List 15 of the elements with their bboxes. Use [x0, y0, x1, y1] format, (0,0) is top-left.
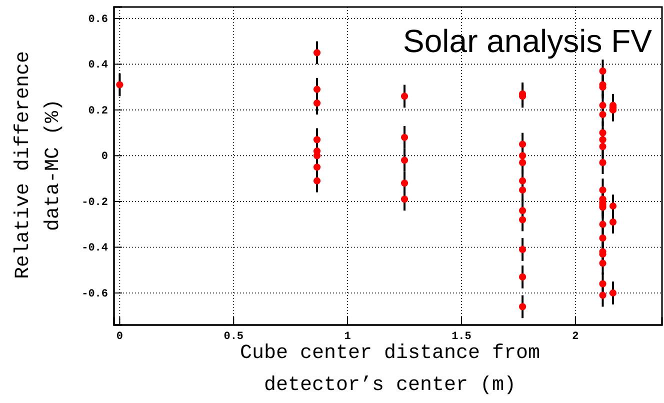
y-tick-label: 0.2 — [88, 105, 108, 118]
y-tick-label: 0.6 — [88, 14, 108, 26]
x-tick-label: 1 — [344, 330, 352, 343]
y-tick-label: -0.6 — [82, 288, 108, 300]
x-axis-title: Cube center distance from detector’s center (m) — [240, 342, 540, 397]
text: Solar analysis FV — [403, 23, 653, 59]
y-tick-label: -0.2 — [82, 196, 108, 209]
x-tick-label: 2 — [572, 330, 579, 343]
x-tick-label: 0.5 — [224, 330, 244, 343]
x-tick-label: 0 — [116, 330, 123, 343]
y-axis-title: Relative difference data-MC (%) — [12, 50, 65, 280]
y-tick-label: 0.4 — [88, 60, 108, 72]
x-tick-label: 1.5 — [452, 330, 472, 343]
y-tick-label: -0.4 — [82, 242, 108, 255]
y-tick-label: 0 — [101, 151, 108, 164]
